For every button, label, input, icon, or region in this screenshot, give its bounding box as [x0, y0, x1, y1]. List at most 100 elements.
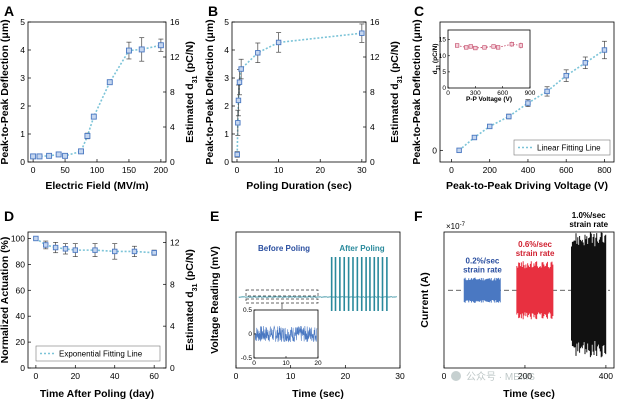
panel-a-y2label-main: Estimated d [184, 83, 196, 143]
panel-b-y2-ticks: 0 4 8 12 16 [363, 17, 380, 167]
panel-d-xlabel: Time After Poling (day) [40, 388, 154, 400]
panel-a-y-ticks: 0 1 2 3 4 5 [20, 17, 31, 167]
panel-a-y2-tick-label-2: 8 [170, 87, 175, 97]
panel-e-inset-ytick-label-0: -0.5 [241, 355, 253, 362]
panel-b-y-tick-label-3: 3 [224, 73, 229, 83]
panel-d-y-tick-label-3: 60 [16, 285, 26, 295]
panel-e-inset-xtick-label-2: 20 [314, 360, 322, 367]
panel-a-series-point-3 [55, 151, 62, 158]
watermark-icon [451, 371, 461, 381]
panel-d-ylabel: Normalized Actuation (%) [0, 237, 11, 364]
panel-b-series-point-7 [359, 30, 365, 36]
panel-e-before-label: Before Poling [258, 244, 310, 253]
panel-e-inset-xtick-label-0: 0 [252, 360, 256, 367]
panel-c-series-point-6 [563, 72, 569, 79]
panel-f-series-0-signal [463, 277, 501, 303]
panel-d-y-tick-label-0: 0 [20, 363, 25, 373]
panel-f-series-1-signal [516, 261, 554, 320]
panel-c-series-point-5 [544, 88, 550, 95]
panel-e: E 0 10 20 30 Before Poling After Poling 0 10… [209, 208, 405, 400]
panel-b-y-ticks: 0 1 2 3 4 5 [224, 17, 235, 167]
panel-c-xlabel: Peak-to-Peak Driving Voltage (V) [446, 180, 608, 192]
panel-c-series-point-3 [506, 113, 512, 120]
panel-b-y2-tick-label-2: 8 [370, 87, 375, 97]
panel-e-x-tick-label-0: 0 [234, 371, 239, 381]
panel-c-legend-box [513, 139, 611, 156]
panel-c-inset-point-7 [509, 42, 514, 47]
panel-c-series-point-1 [471, 134, 478, 141]
panel-a-y-tick-label-2: 2 [20, 101, 25, 111]
panel-e-zoom-callout [245, 289, 319, 309]
panel-c-inset-point-3 [473, 45, 478, 51]
panel-b-y2-tick-label-3: 12 [370, 52, 380, 62]
panel-b-y2label-main: Estimated d [389, 83, 401, 143]
panel-b-x-ticks: 0 10 20 30 [235, 159, 367, 175]
panel-a-ylabel: Peak-to-Peak Deflection (μm) [0, 19, 11, 164]
panel-e-x-tick-label-3: 30 [395, 371, 405, 381]
panel-d-series-point-8 [151, 250, 157, 256]
watermark-text: 公众号 · MEMS [466, 371, 535, 383]
panel-a-x-ticks: 0 50 100 150 200 [31, 159, 168, 175]
panel-f-x-ticks: 0 200 400 [442, 365, 613, 381]
panel-d-y2-ticks: 0 4 8 12 [163, 237, 180, 373]
panel-a-y2-tick-label-4: 16 [170, 17, 180, 27]
panel-e-letter: E [210, 208, 219, 224]
panel-f-x-tick-label-2: 400 [599, 371, 613, 381]
panel-a-y2-tick-label-3: 12 [170, 52, 180, 62]
panel-b-y2label: Estimated d31 (pC/N) [389, 41, 404, 143]
panel-c-series-point-7 [582, 60, 589, 66]
panel-c-legend-text: Linear Fitting Line [537, 144, 601, 153]
panel-d-series-point-7 [131, 248, 138, 255]
panel-c-series-point-0 [456, 147, 462, 154]
panel-e-x-tick-label-1: 10 [286, 371, 296, 381]
panel-d-data [33, 235, 157, 260]
panel-b-y2label-unit: (pC/N) [389, 41, 401, 75]
panel-a-x-tick-label-0: 0 [31, 165, 36, 175]
panel-d-frame [27, 231, 167, 369]
watermark: 公众号 · MEMS [451, 371, 535, 383]
panel-d: D 0 20 40 60 0 20 40 60 80 100 0 4 8 12 Exponential… [0, 208, 199, 400]
panel-c-inset-point-0 [455, 43, 460, 48]
panel-d-x-tick-label-2: 40 [110, 371, 120, 381]
panel-b-y-tick-label-1: 1 [224, 129, 229, 139]
panel-d-x-tick-label-1: 20 [71, 371, 81, 381]
panel-b-y-tick-label-4: 4 [224, 45, 229, 55]
panel-c-inset-xlabel: P-P Voltage (V) [466, 96, 512, 103]
panel-f-ylabel: Current (A) [419, 272, 431, 327]
panel-c-x-tick-label-4: 800 [597, 165, 611, 175]
panel-c-inset-xtick-label-1: 300 [470, 90, 481, 97]
panel-c-data [456, 40, 608, 154]
panel-b-xlabel: Poling Duration (sec) [246, 180, 352, 192]
panel-d-series-point-2 [52, 244, 59, 251]
panel-b-series-point-3 [236, 79, 243, 85]
panel-e-inset-ytick-label-2: 0.5 [243, 307, 252, 314]
panel-a-series-point-7 [90, 113, 97, 120]
panel-c-series-point-4 [525, 100, 531, 106]
panel-b-series-point-1 [235, 120, 241, 126]
panel-b-x-tick-label-0: 0 [235, 165, 240, 175]
panel-b-data [234, 23, 365, 158]
panel-d-y-tick-label-5: 100 [11, 233, 25, 243]
panel-d-legend-box [35, 345, 161, 362]
panel-f-series-2-desc: strain rate [569, 220, 608, 229]
panel-d-x-ticks: 0 20 40 60 [34, 365, 159, 381]
panel-d-y2-tick-label-0: 0 [170, 363, 175, 373]
panel-c-inset-frame [447, 29, 531, 89]
panel-c-x-ticks: 0 200 400 600 800 [449, 159, 612, 175]
panel-a-series-point-1 [36, 153, 43, 160]
panel-f-multiplier-base: ×10 [446, 222, 460, 231]
panel-d-y2label-unit: (pC/N) [184, 249, 196, 283]
panel-e-data [238, 257, 397, 311]
panel-f-multiplier: ×10-7 [446, 222, 466, 231]
panel-e-x-ticks: 0 10 20 30 [234, 365, 405, 381]
panel-c: C 0 200 400 600 800 0 0 300 600 900 0 5 10 15 P-P V… [411, 3, 615, 192]
panel-f-series-2-signal [571, 232, 607, 358]
panel-c-inset-point-2 [468, 44, 473, 49]
panel-a-series-point-2 [46, 152, 53, 159]
panel-d-series-point-0 [33, 235, 39, 242]
panel-b-letter: B [208, 3, 218, 19]
panel-d-legend: Exponential Fitting Line [35, 345, 161, 362]
